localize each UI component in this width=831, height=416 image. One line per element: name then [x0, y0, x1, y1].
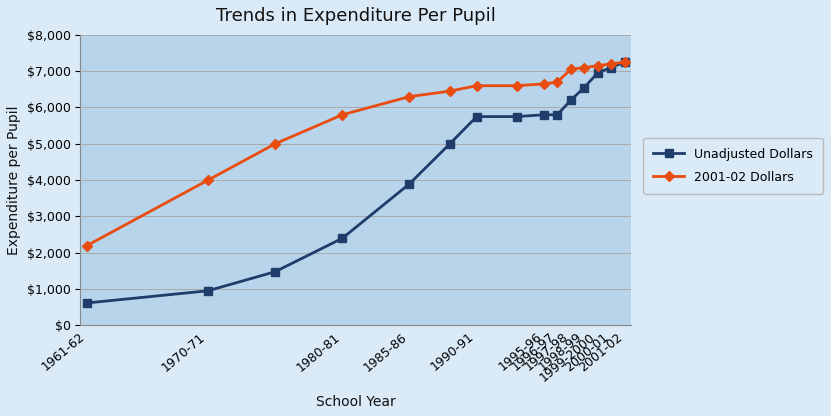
2001-02 Dollars — [337, 112, 347, 117]
2001-02 Dollars — [566, 67, 576, 72]
2001-02 Dollars — [620, 59, 630, 64]
Unadjusted Dollars — [445, 141, 455, 146]
2001-02 Dollars — [538, 82, 548, 87]
2001-02 Dollars — [579, 65, 589, 70]
Y-axis label: Expenditure per Pupil: Expenditure per Pupil — [7, 105, 21, 255]
2001-02 Dollars — [553, 79, 563, 84]
Unadjusted Dollars — [337, 236, 347, 241]
Unadjusted Dollars — [579, 85, 589, 90]
2001-02 Dollars — [445, 89, 455, 94]
2001-02 Dollars — [606, 62, 616, 67]
Unadjusted Dollars — [82, 300, 92, 305]
2001-02 Dollars — [203, 178, 213, 183]
2001-02 Dollars — [472, 83, 482, 88]
Unadjusted Dollars — [405, 181, 415, 186]
2001-02 Dollars — [82, 243, 92, 248]
Line: Unadjusted Dollars: Unadjusted Dollars — [83, 58, 629, 307]
Legend: Unadjusted Dollars, 2001-02 Dollars: Unadjusted Dollars, 2001-02 Dollars — [643, 138, 824, 193]
Unadjusted Dollars — [512, 114, 522, 119]
Unadjusted Dollars — [553, 112, 563, 117]
Unadjusted Dollars — [203, 288, 213, 293]
Unadjusted Dollars — [270, 269, 280, 274]
2001-02 Dollars — [593, 63, 602, 68]
Unadjusted Dollars — [472, 114, 482, 119]
2001-02 Dollars — [512, 83, 522, 88]
Title: Trends in Expenditure Per Pupil: Trends in Expenditure Per Pupil — [216, 7, 495, 25]
Unadjusted Dollars — [538, 112, 548, 117]
2001-02 Dollars — [405, 94, 415, 99]
Unadjusted Dollars — [606, 65, 616, 70]
Unadjusted Dollars — [566, 98, 576, 103]
Unadjusted Dollars — [620, 59, 630, 64]
Unadjusted Dollars — [593, 70, 602, 75]
Line: 2001-02 Dollars: 2001-02 Dollars — [83, 59, 628, 249]
2001-02 Dollars — [270, 141, 280, 146]
X-axis label: School Year: School Year — [316, 395, 396, 409]
